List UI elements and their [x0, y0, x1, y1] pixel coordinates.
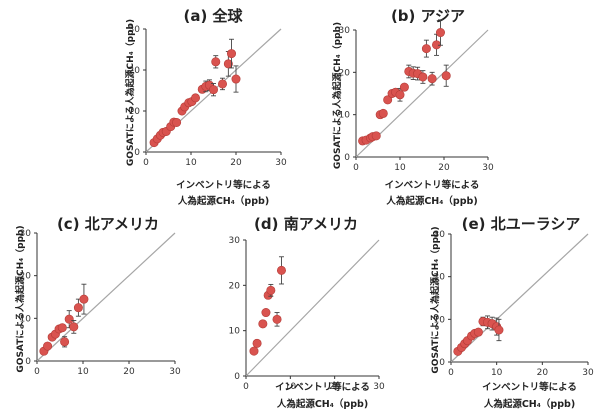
panel-4-x-axis-label: 人為起源CH₄（ppb) — [277, 398, 368, 410]
panel-4-x-tick-label: 0 — [243, 382, 249, 392]
panel-4-data-point — [258, 319, 268, 329]
panel-4-x-tick-label: 10 — [285, 382, 297, 392]
panel-4-x-tick-label: 20 — [329, 382, 341, 392]
panel-2-data-point — [378, 108, 388, 118]
panel-4-y-tick-label: 30 — [229, 236, 241, 246]
panel-4-y-tick-label: 10 — [229, 327, 241, 337]
panel-5-x-axis-label: 人為起源CH₄（ppb) — [484, 398, 575, 410]
panel-2-x-tick-label: 20 — [438, 163, 450, 173]
panel-2-y-tick-label: 20 — [339, 68, 351, 78]
panel-2-y-axis-label: GOSATによる人為起源CH₄（ppb) — [331, 22, 343, 169]
panel-4-data-point — [261, 308, 271, 318]
panel-1-y-tick-label: 20 — [129, 66, 141, 76]
panel-1-y-axis-label: GOSATによる人為起源CH₄（ppb) — [124, 19, 136, 166]
panel-1-x-tick-label: 10 — [185, 158, 197, 168]
panel-3-y-tick-label: 10 — [20, 314, 32, 324]
panel-3-data-point — [73, 303, 83, 313]
panel-4-data-point — [266, 285, 276, 295]
panel-3-title: (c) 北アメリカ — [57, 215, 159, 233]
panel-2-x-tick-label: 10 — [394, 163, 406, 173]
panel-2-x-axis-label: 人為起源CH₄（ppb) — [386, 195, 477, 207]
panel-3-data-point — [79, 294, 89, 304]
panel-4-x-axis-label: インベントリ等による — [275, 381, 370, 393]
panel-1-x-tick-label: 0 — [143, 158, 149, 168]
panel-3-y-tick-label: 20 — [20, 272, 32, 282]
panel-5-data-point — [473, 327, 483, 337]
panel-5-x-tick-label: 30 — [582, 368, 594, 378]
panel-4-data-point — [249, 346, 259, 356]
panel-1-x-axis-label: インベントリ等による — [176, 179, 271, 191]
panel-3-data-point — [43, 341, 53, 351]
panel-5-reference-line — [450, 233, 589, 363]
panel-2-title: (b) アジア — [391, 7, 465, 25]
panel-5-y-tick-label: 20 — [434, 273, 446, 283]
panel-3-y-tick-label: 0 — [25, 357, 31, 367]
panel-1-y-tick-label: 10 — [129, 107, 141, 117]
panel-5-title: (e) 北ユーラシア — [462, 215, 581, 233]
panel-4-data-point — [276, 265, 286, 275]
panel-1-data-point — [191, 93, 201, 103]
panel-3-data-point — [60, 337, 70, 347]
panel-2-y-tick-label: 10 — [339, 111, 351, 121]
panel-1-y-tick-label: 0 — [134, 148, 140, 158]
panel-5-x-tick-label: 10 — [491, 368, 503, 378]
panel-4-reference-line — [245, 239, 380, 377]
panel-1-data-point — [211, 57, 221, 67]
panel-3-x-tick-label: 20 — [123, 367, 135, 377]
panel-2-data-point — [427, 74, 437, 84]
panel-5-x-tick-label: 0 — [448, 368, 454, 378]
panel-1-data-point — [209, 85, 219, 95]
panel-1-data-point — [223, 59, 233, 69]
panel-5-y-tick-label: 10 — [434, 315, 446, 325]
panel-3-x-tick-label: 10 — [77, 367, 89, 377]
panel-2-data-point — [441, 71, 451, 81]
panel-1-data-point — [227, 49, 237, 59]
panel-3-data-point — [57, 323, 67, 333]
panel-5-y-axis-label: GOSATによる人為起源CH₄（ppb) — [429, 226, 441, 373]
panel-3-data-point — [64, 314, 74, 324]
panel-5-y-tick-label: 30 — [434, 230, 446, 240]
panel-2-y-tick-label: 30 — [339, 26, 351, 36]
panel-2-x-tick-label: 30 — [482, 163, 494, 173]
panel-1-x-tick-label: 20 — [230, 158, 242, 168]
panel-1-x-tick-label: 30 — [275, 158, 287, 168]
panel-4-data-point — [272, 314, 282, 324]
panel-4-data-point — [252, 338, 262, 348]
panel-2-data-point — [371, 131, 381, 141]
panel-2-data-point — [421, 44, 431, 54]
panel-2-data-point — [435, 28, 445, 38]
panel-3-y-tick-label: 30 — [20, 229, 32, 239]
panel-3-x-tick-label: 0 — [34, 367, 40, 377]
panel-1-title: (a) 全球 — [183, 7, 243, 25]
panel-2-x-axis-label: インベントリ等による — [385, 179, 480, 191]
panel-5-data-point — [494, 325, 504, 335]
panel-1-x-axis-label: 人為起源CH₄（ppb) — [178, 195, 269, 207]
panel-2-x-tick-label: 0 — [353, 163, 359, 173]
panel-1-y-tick-label: 30 — [129, 25, 141, 35]
panel-4-x-tick-label: 30 — [373, 382, 385, 392]
panel-2-y-tick-label: 0 — [344, 153, 350, 163]
panel-2-data-point — [395, 90, 405, 100]
panel-2-data-point — [383, 95, 393, 105]
panel-2-data-point — [418, 72, 428, 82]
panel-3-reference-line — [36, 232, 176, 362]
panel-1-data-point — [231, 74, 241, 84]
panel-3-y-axis-label: GOSATによる人為起源CH₄（ppb) — [14, 225, 26, 372]
panel-4-title: (d) 南アメリカ — [254, 215, 358, 233]
panel-5-x-tick-label: 20 — [537, 368, 549, 378]
panel-4-y-tick-label: 0 — [234, 372, 240, 382]
panel-4-y-tick-label: 20 — [229, 281, 241, 291]
panel-3-x-tick-label: 30 — [169, 367, 181, 377]
panel-3-data-point — [69, 322, 79, 332]
panel-5-x-axis-label: インベントリ等による — [482, 381, 577, 393]
panel-1-data-point — [218, 79, 228, 89]
panel-2-data-point — [399, 82, 409, 92]
panel-1-data-point — [172, 117, 182, 127]
panel-5-y-tick-label: 0 — [439, 358, 445, 368]
